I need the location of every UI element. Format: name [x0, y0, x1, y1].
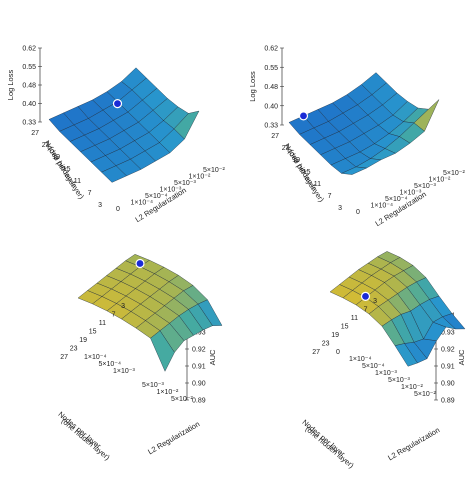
z-tick-label: 0.48 [264, 84, 278, 91]
y-tick-label: 27 [271, 133, 279, 140]
x-tick-label: 5×10⁻⁴ [99, 361, 121, 368]
x-tick-label: 5×10⁻⁴ [362, 363, 384, 370]
surface-cell [394, 343, 418, 367]
y-tick-label: 11 [74, 178, 81, 185]
surface-cell [101, 165, 127, 183]
y-tick-label: 11 [99, 320, 106, 327]
y-tick-label: 15 [341, 324, 349, 331]
y-tick-label: 11 [314, 181, 321, 188]
z-tick-label: 0.89 [192, 398, 206, 405]
x-tick-label: 1×10⁻³ [375, 370, 397, 377]
z-tick-label: 0.91 [192, 364, 206, 371]
y-tick-label: 3 [98, 202, 102, 209]
x-tick-label: 1×10⁻² [401, 384, 423, 391]
surface-cell [150, 330, 175, 372]
y-axis-label: (one hidden layer) [60, 416, 112, 462]
x-tick-label: 5×10⁻³ [142, 382, 164, 389]
z-tick-label: 0.48 [22, 83, 36, 90]
x-tick-label: 0 [356, 209, 360, 216]
y-tick-label: 19 [79, 337, 87, 344]
z-axis-label: AUC [208, 349, 217, 365]
y-tick-label: 3 [121, 303, 125, 310]
panel-auc-left: 0.890.900.910.920.930.94AUC1×10⁻⁴5×10⁻⁴1… [56, 254, 223, 462]
y-tick-label: 19 [292, 157, 300, 164]
y-tick-label: 19 [331, 332, 339, 339]
y-tick-label: 3 [373, 298, 377, 305]
y-tick-label: 23 [282, 145, 290, 152]
x-tick-label: 5×10⁻³ [388, 377, 410, 384]
x-tick-label: 1×10⁻² [189, 174, 211, 181]
y-tick-label: 11 [351, 315, 358, 322]
y-tick-label: 15 [63, 166, 71, 173]
x-tick-label: 5×10⁻³ [414, 183, 436, 190]
x-tick-label: 5×10⁻⁴ [385, 196, 407, 203]
x-tick-label: 1×10⁻³ [113, 368, 135, 375]
x-tick-label: 1×10⁻⁴ [349, 356, 371, 363]
z-tick-label: 0.92 [192, 347, 206, 354]
x-tick-label: 5×10⁻³ [174, 180, 196, 187]
y-tick-label: 3 [338, 205, 342, 212]
x-axis-label: L2 Regularization [146, 419, 201, 456]
x-tick-label: 1×10⁻⁴ [371, 203, 393, 210]
y-tick-label: 27 [31, 130, 39, 137]
y-axis-label: (one hidden layer) [286, 148, 326, 204]
surface-cell [340, 166, 368, 175]
z-axis-label: Log Loss [6, 70, 15, 101]
z-tick-label: 0.91 [441, 364, 455, 371]
optimum-marker [298, 111, 309, 121]
z-tick-label: 0.55 [22, 64, 36, 71]
x-tick-label: 1×10⁻³ [160, 187, 182, 194]
optimum-marker [360, 291, 371, 301]
optimum-marker [112, 98, 123, 109]
y-tick-label: 7 [364, 307, 368, 314]
y-tick-label: 23 [322, 341, 330, 348]
y-tick-label: 27 [60, 354, 68, 361]
x-tick-label: 5×10⁻² [171, 396, 193, 403]
z-tick-label: 0.40 [264, 103, 278, 110]
y-tick-label: 15 [89, 329, 97, 336]
y-tick-label: 7 [112, 312, 116, 319]
optimum-marker [135, 258, 145, 269]
x-tick-label: 5×10⁻⁴ [145, 193, 167, 200]
z-tick-label: 0.93 [192, 330, 206, 337]
y-tick-label: 23 [42, 142, 50, 149]
x-tick-label: 5×10⁻² [414, 391, 436, 398]
z-tick-label: 0.92 [441, 347, 455, 354]
x-tick-label: 0 [116, 206, 120, 213]
x-tick-label: 1×10⁻² [157, 389, 179, 396]
z-axis-label: AUC [457, 349, 466, 365]
x-tick-label: 1×10⁻³ [400, 190, 422, 197]
z-tick-label: 0.33 [22, 120, 36, 127]
z-tick-label: 0.62 [264, 46, 278, 53]
y-axis-label: (one hidden layer) [46, 145, 86, 201]
x-tick-label: 1×10⁻² [429, 177, 451, 184]
z-tick-label: 0.90 [192, 381, 206, 388]
x-tick-label: 1×10⁻⁴ [84, 354, 106, 361]
y-axis-label: (one hidden layer) [304, 424, 356, 470]
z-axis-label: Log Loss [248, 71, 257, 102]
x-tick-label: 5×10⁻² [203, 167, 225, 174]
z-tick-label: 0.33 [264, 123, 278, 130]
z-tick-label: 0.40 [22, 101, 36, 108]
y-tick-label: 7 [88, 190, 92, 197]
z-tick-label: 0.89 [441, 398, 455, 405]
y-tick-label: 23 [70, 346, 78, 353]
x-tick-label: 5×10⁻² [443, 170, 465, 177]
z-tick-label: 0.90 [441, 381, 455, 388]
y-tick-label: 15 [303, 169, 311, 176]
z-tick-label: 0.93 [441, 330, 455, 337]
y-tick-label: 27 [312, 349, 320, 356]
panel-auc-right: 0.890.900.910.920.930.94AUC01×10⁻⁴5×10⁻⁴… [300, 251, 466, 470]
x-tick-label: 0 [336, 349, 340, 356]
z-tick-label: 0.62 [22, 46, 36, 53]
z-tick-label: 0.55 [264, 65, 278, 72]
x-tick-label: 1×10⁻⁴ [131, 200, 153, 207]
y-tick-label: 19 [52, 154, 60, 161]
x-axis-label: L2 Regularization [386, 425, 441, 462]
y-tick-label: 7 [328, 193, 332, 200]
